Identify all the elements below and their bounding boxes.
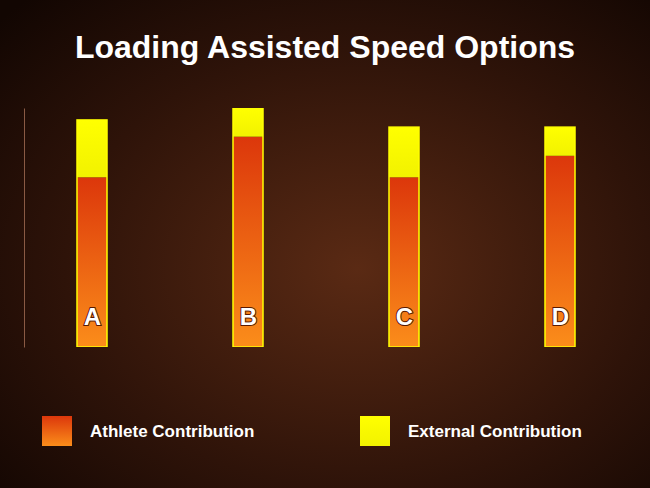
legend-label: Athlete Contribution (90, 422, 254, 441)
title: Loading Assisted Speed Options (75, 29, 575, 65)
x-tick-label: C (396, 303, 413, 330)
legend-swatch (42, 416, 72, 446)
bars (77, 108, 575, 347)
bar-outline (545, 127, 575, 347)
bar-outline (77, 120, 107, 347)
chart: Loading Assisted Speed Options A B C D Athlet… (0, 0, 650, 488)
bar-segment (77, 120, 107, 177)
bar-segment (389, 127, 419, 177)
bar-outline (233, 108, 263, 347)
x-tick: C (396, 303, 413, 330)
x-tick-label: D (552, 303, 569, 330)
x-tick: A (84, 303, 101, 330)
bar-segment (233, 108, 263, 137)
legend-label: External Contribution (408, 422, 582, 441)
bar-segment (545, 156, 575, 347)
y-axis-line (24, 109, 25, 348)
x-axis: A B C D (84, 303, 569, 330)
bar-segment (77, 177, 107, 347)
bar-outline (389, 127, 419, 347)
y-axis (24, 109, 25, 348)
x-tick: D (552, 303, 569, 330)
x-tick-label: B (240, 303, 257, 330)
bar-segment (233, 137, 263, 347)
bar-segment (389, 177, 419, 347)
x-tick: B (240, 303, 257, 330)
legend-swatch (360, 416, 390, 446)
x-tick-label: A (84, 303, 101, 330)
background (0, 0, 650, 488)
bar-segment (545, 127, 575, 156)
